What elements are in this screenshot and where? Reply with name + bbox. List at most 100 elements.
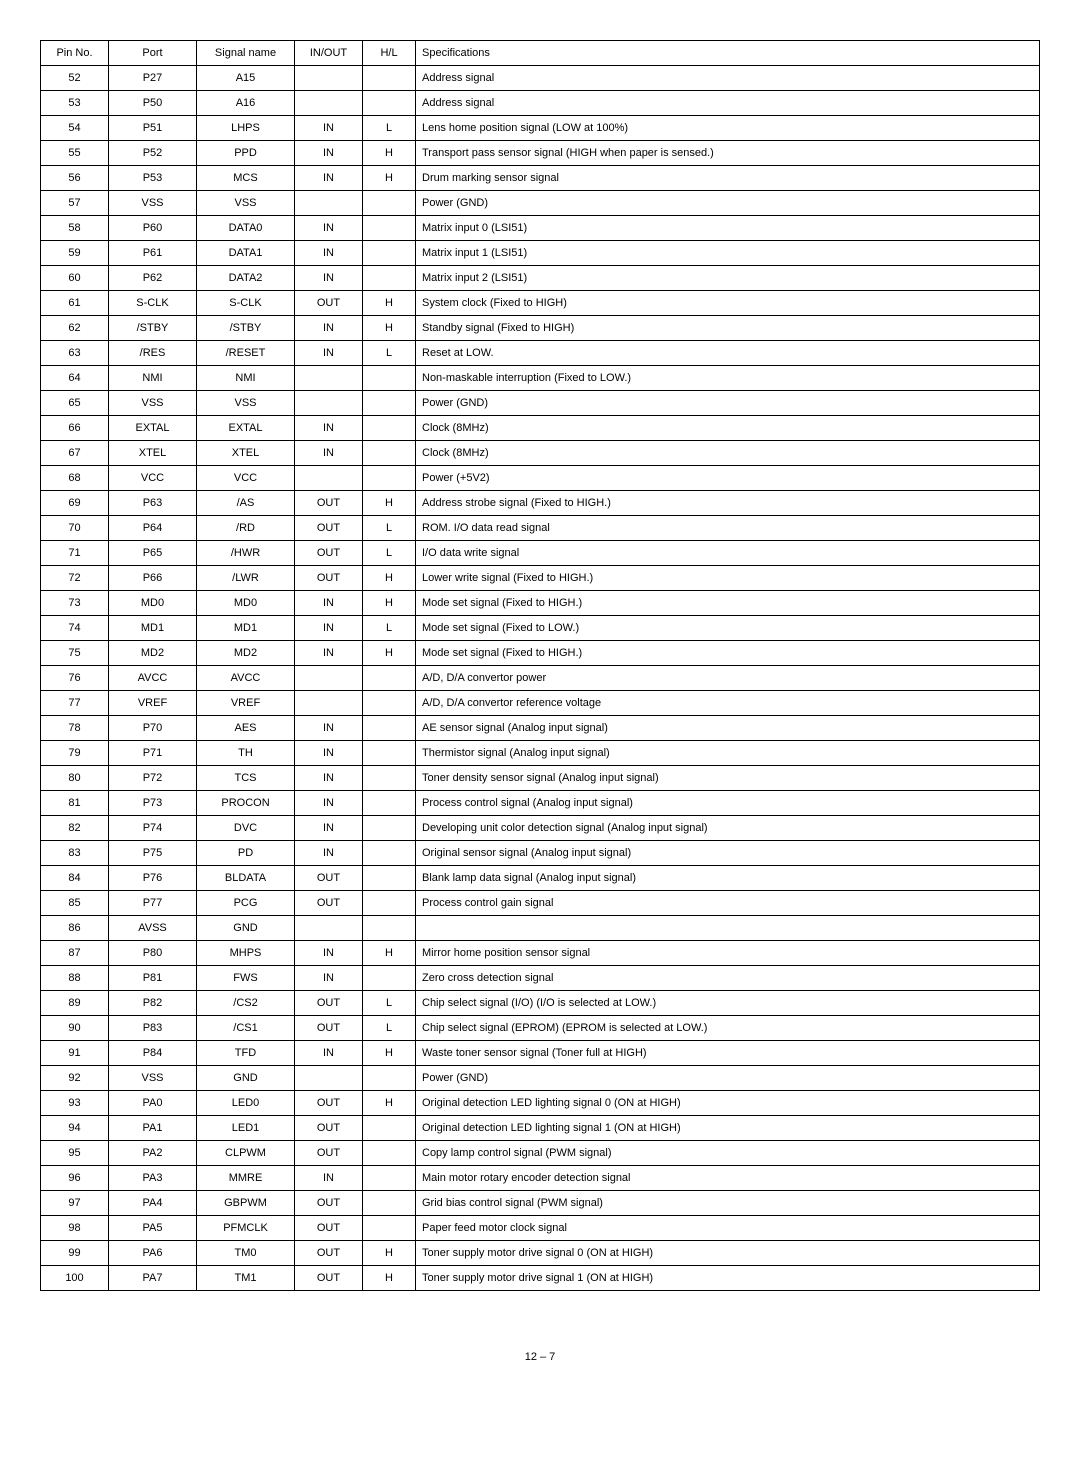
table-cell: MD1 — [197, 616, 295, 641]
table-cell: Process control gain signal — [416, 891, 1040, 916]
table-cell: AVCC — [109, 666, 197, 691]
table-row: 90P83/CS1OUTLChip select signal (EPROM) … — [41, 1016, 1040, 1041]
table-cell: 77 — [41, 691, 109, 716]
table-cell: 91 — [41, 1041, 109, 1066]
table-cell: OUT — [295, 1191, 363, 1216]
table-cell: H — [363, 591, 416, 616]
table-cell: 89 — [41, 991, 109, 1016]
table-row: 65VSSVSSPower (GND) — [41, 391, 1040, 416]
table-cell: IN — [295, 941, 363, 966]
table-cell — [363, 441, 416, 466]
table-cell: 74 — [41, 616, 109, 641]
header-pin: Pin No. — [41, 41, 109, 66]
table-cell: 84 — [41, 866, 109, 891]
table-cell: H — [363, 566, 416, 591]
table-cell: /HWR — [197, 541, 295, 566]
table-cell: VSS — [109, 191, 197, 216]
table-cell: 67 — [41, 441, 109, 466]
table-cell: Thermistor signal (Analog input signal) — [416, 741, 1040, 766]
table-cell: EXTAL — [197, 416, 295, 441]
table-cell — [295, 691, 363, 716]
table-cell: 59 — [41, 241, 109, 266]
table-cell: 97 — [41, 1191, 109, 1216]
table-cell: IN — [295, 241, 363, 266]
table-cell: 56 — [41, 166, 109, 191]
table-cell: OUT — [295, 1216, 363, 1241]
table-cell: OUT — [295, 1141, 363, 1166]
table-cell: VSS — [109, 391, 197, 416]
table-cell: P53 — [109, 166, 197, 191]
table-cell: PA1 — [109, 1116, 197, 1141]
table-cell: 76 — [41, 666, 109, 691]
table-cell: MHPS — [197, 941, 295, 966]
table-cell: 88 — [41, 966, 109, 991]
table-row: 94PA1LED1OUTOriginal detection LED light… — [41, 1116, 1040, 1141]
table-cell: /STBY — [109, 316, 197, 341]
table-cell: LED0 — [197, 1091, 295, 1116]
table-cell: 55 — [41, 141, 109, 166]
table-row: 60P62DATA2INMatrix input 2 (LSI51) — [41, 266, 1040, 291]
table-cell: H — [363, 166, 416, 191]
header-spec: Specifications — [416, 41, 1040, 66]
table-cell: OUT — [295, 491, 363, 516]
table-cell: 68 — [41, 466, 109, 491]
table-cell: P66 — [109, 566, 197, 591]
table-cell: 82 — [41, 816, 109, 841]
table-cell — [363, 841, 416, 866]
table-cell: 98 — [41, 1216, 109, 1241]
table-cell: A16 — [197, 91, 295, 116]
table-cell: A/D, D/A convertor power — [416, 666, 1040, 691]
table-row: 74MD1MD1INLMode set signal (Fixed to LOW… — [41, 616, 1040, 641]
table-cell — [363, 1166, 416, 1191]
table-cell: 63 — [41, 341, 109, 366]
table-cell: IN — [295, 141, 363, 166]
table-cell: /RES — [109, 341, 197, 366]
table-cell: PA7 — [109, 1266, 197, 1291]
table-cell — [363, 791, 416, 816]
table-cell — [363, 666, 416, 691]
table-cell: I/O data write signal — [416, 541, 1040, 566]
table-cell: PA2 — [109, 1141, 197, 1166]
table-cell: OUT — [295, 291, 363, 316]
table-cell: VREF — [197, 691, 295, 716]
table-cell — [295, 1066, 363, 1091]
table-cell: Address signal — [416, 66, 1040, 91]
table-cell: PA0 — [109, 1091, 197, 1116]
table-cell: Clock (8MHz) — [416, 441, 1040, 466]
table-cell: FWS — [197, 966, 295, 991]
table-row: 68VCCVCCPower (+5V2) — [41, 466, 1040, 491]
table-row: 89P82/CS2OUTLChip select signal (I/O) (I… — [41, 991, 1040, 1016]
table-cell: Non-maskable interruption (Fixed to LOW.… — [416, 366, 1040, 391]
table-cell: H — [363, 641, 416, 666]
table-cell: /RESET — [197, 341, 295, 366]
table-cell: IN — [295, 641, 363, 666]
table-row: 95PA2CLPWMOUTCopy lamp control signal (P… — [41, 1141, 1040, 1166]
table-cell: /AS — [197, 491, 295, 516]
table-cell: TH — [197, 741, 295, 766]
table-cell: 52 — [41, 66, 109, 91]
table-row: 61S-CLKS-CLKOUTHSystem clock (Fixed to H… — [41, 291, 1040, 316]
table-cell — [363, 716, 416, 741]
table-cell: IN — [295, 716, 363, 741]
table-cell: LHPS — [197, 116, 295, 141]
table-cell: S-CLK — [197, 291, 295, 316]
table-cell: Power (+5V2) — [416, 466, 1040, 491]
table-cell: 54 — [41, 116, 109, 141]
table-cell — [363, 1116, 416, 1141]
table-cell: 100 — [41, 1266, 109, 1291]
table-cell: 93 — [41, 1091, 109, 1116]
table-cell — [363, 766, 416, 791]
table-cell: 58 — [41, 216, 109, 241]
table-cell: S-CLK — [109, 291, 197, 316]
table-cell: PROCON — [197, 791, 295, 816]
table-cell: IN — [295, 416, 363, 441]
pin-spec-table: Pin No. Port Signal name IN/OUT H/L Spec… — [40, 40, 1040, 1291]
table-cell — [295, 466, 363, 491]
table-cell: Grid bias control signal (PWM signal) — [416, 1191, 1040, 1216]
table-cell: H — [363, 1091, 416, 1116]
table-cell: MMRE — [197, 1166, 295, 1191]
table-row: 75MD2MD2INHMode set signal (Fixed to HIG… — [41, 641, 1040, 666]
table-cell: Process control signal (Analog input sig… — [416, 791, 1040, 816]
table-cell: MD0 — [109, 591, 197, 616]
table-cell: A/D, D/A convertor reference voltage — [416, 691, 1040, 716]
